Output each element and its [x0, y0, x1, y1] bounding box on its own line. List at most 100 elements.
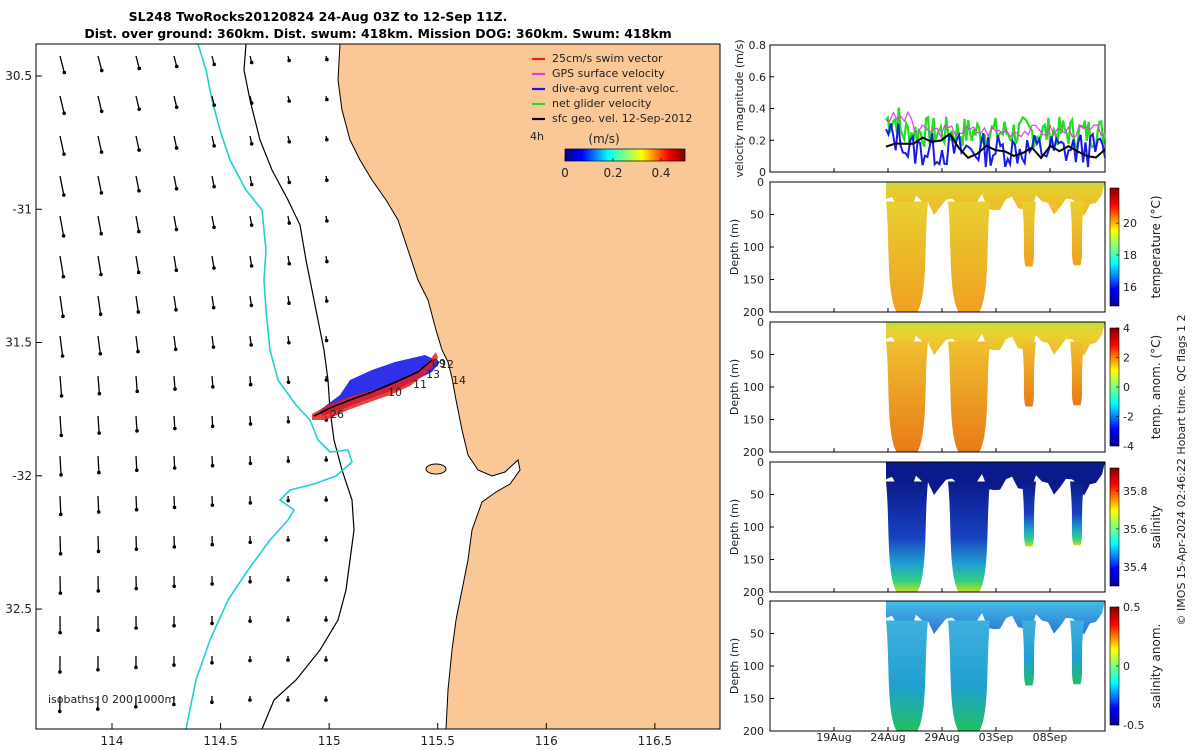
geo-velocity-arrowhead: [174, 268, 179, 272]
geo-velocity-arrowhead: [248, 461, 253, 466]
geo-velocity-arrowhead: [59, 473, 63, 477]
track-day-label: 09: [432, 357, 446, 370]
depth-tick-label: 150: [743, 414, 764, 427]
geo-velocity-arrowhead: [172, 505, 177, 510]
geo-velocity-arrowhead: [172, 584, 177, 589]
section-panel-1: 0 50 100 150 200 Depth (m) 16 18 20 temperature (…: [728, 176, 1163, 319]
geo-velocity-arrowhead: [249, 142, 254, 146]
section-dive-plume: [1070, 201, 1084, 266]
geo-velocity-arrow: [59, 255, 65, 277]
geo-velocity-arrowhead: [174, 105, 179, 110]
geo-velocity-arrowhead: [211, 345, 216, 349]
geo-velocity-arrowhead: [287, 261, 292, 266]
geo-velocity-arrowhead: [287, 58, 291, 63]
colorbar-tick-label: -0.5: [1123, 719, 1144, 732]
geo-velocity-arrow: [59, 495, 62, 515]
geo-velocity-arrowhead: [99, 272, 103, 277]
geo-velocity-arrow: [97, 255, 102, 275]
geo-velocity-arrow: [97, 495, 100, 513]
geo-velocity-arrowhead: [174, 227, 179, 232]
geo-velocity-arrowhead: [325, 178, 329, 183]
lat-tick-label: 32.5: [5, 602, 32, 616]
section-colorbar-label: salinity: [1149, 505, 1163, 548]
geo-velocity-arrowhead: [135, 389, 140, 394]
geo-velocity-arrowhead: [174, 146, 179, 150]
depth-tick-label: 200: [743, 725, 764, 738]
geo-velocity-arrowhead: [325, 57, 329, 62]
geo-velocity-arrow: [135, 95, 140, 110]
date-tick-label: 03Sep: [979, 731, 1014, 744]
date-tick-label: 24Aug: [870, 731, 905, 744]
geo-velocity-arrow: [97, 215, 102, 234]
geo-velocity-arrowhead: [97, 431, 101, 435]
geo-velocity-arrowhead: [210, 700, 214, 704]
geo-velocity-arrow: [59, 55, 65, 73]
geo-velocity-arrowhead: [62, 111, 66, 116]
colorbar-tick-label: 0.5: [1123, 601, 1141, 614]
section-colorbar-label: temp. anom. (°C): [1149, 335, 1163, 439]
geo-velocity-arrow: [173, 95, 178, 108]
depth-tick-label: 50: [750, 349, 764, 362]
dive-avg-current-line: [885, 123, 1106, 168]
geo-velocity-arrowhead: [134, 468, 139, 473]
geo-velocity-arrowhead: [248, 382, 253, 387]
geo-velocity-arrowhead: [173, 387, 177, 391]
geo-velocity-arrowhead: [210, 542, 215, 547]
geo-velocity-arrowhead: [99, 231, 104, 236]
section-ylabel: Depth (m): [728, 219, 741, 275]
geo-velocity-arrowhead: [287, 139, 292, 144]
lat-tick-label: 30.5: [5, 69, 32, 83]
section-dive-plume: [948, 341, 990, 452]
section-ylabel: Depth (m): [728, 359, 741, 415]
depth-tick-label: 150: [743, 693, 764, 706]
geo-velocity-arrow: [211, 255, 215, 269]
legend-entry: sfc geo. vel. 12-Sep-2012: [552, 112, 692, 125]
depth-tick-label: 200: [743, 306, 764, 319]
geo-velocity-arrowhead: [249, 182, 254, 187]
section-dive-plume: [948, 481, 990, 592]
geo-velocity-arrowhead: [96, 667, 100, 672]
section-upper-layer: [886, 322, 1105, 356]
geo-velocity-arrow: [59, 375, 63, 396]
geo-velocity-arrowhead: [212, 144, 216, 148]
lat-tick-label: -31: [12, 202, 32, 216]
depth-tick-label: 0: [757, 595, 764, 608]
geo-velocity-arrowhead: [137, 188, 141, 193]
geo-velocity-arrowhead: [134, 626, 138, 630]
geo-velocity-arrow: [211, 375, 214, 387]
section-upper-layer: [886, 182, 1105, 216]
geo-velocity-arrowhead: [136, 349, 140, 354]
depth-tick-label: 50: [750, 209, 764, 222]
map-legend: 25cm/s swim vector GPS surface velocity di…: [530, 52, 692, 180]
geo-velocity-arrowhead: [99, 109, 104, 114]
geo-velocity-arrowhead: [134, 507, 139, 512]
colorbar-tick-label: 35.6: [1123, 523, 1148, 536]
lon-tick-label: 115: [318, 734, 341, 748]
geo-velocity-arrowhead: [211, 385, 215, 389]
section-colorbar: [1109, 187, 1120, 307]
geo-velocity-arrowhead: [324, 498, 328, 502]
track-day-label: 26: [330, 408, 344, 421]
geo-velocity-arrowhead: [286, 538, 290, 542]
geo-velocity-arrowhead: [58, 512, 63, 517]
geo-velocity-arrowhead: [324, 338, 329, 343]
geo-velocity-arrow: [173, 375, 176, 390]
section-upper-layer: [886, 601, 1105, 635]
geo-velocity-arrowhead: [212, 103, 216, 107]
colorbar-tick-label: 4: [1123, 322, 1130, 335]
depth-tick-label: 150: [743, 554, 764, 567]
title-line-2: Dist. over ground: 360km. Dist. swum: 41…: [84, 26, 671, 41]
geo-velocity-arrow: [135, 375, 138, 392]
date-tick-label: 29Aug: [924, 731, 959, 744]
geo-velocity-arrowhead: [57, 709, 62, 714]
colorbar-tick-label: 35.4: [1123, 561, 1148, 574]
colorbar-tick-label: 0: [1123, 660, 1130, 673]
geo-velocity-arrowhead: [96, 510, 101, 514]
geo-velocity-arrowhead: [325, 97, 329, 102]
geo-velocity-arrow: [97, 95, 103, 112]
geo-velocity-arrow: [59, 135, 65, 155]
geo-velocity-arrowhead: [286, 419, 291, 424]
lon-tick-label: 114.5: [203, 734, 237, 748]
geo-velocity-arrow: [173, 215, 178, 230]
depth-tick-label: 50: [750, 489, 764, 502]
